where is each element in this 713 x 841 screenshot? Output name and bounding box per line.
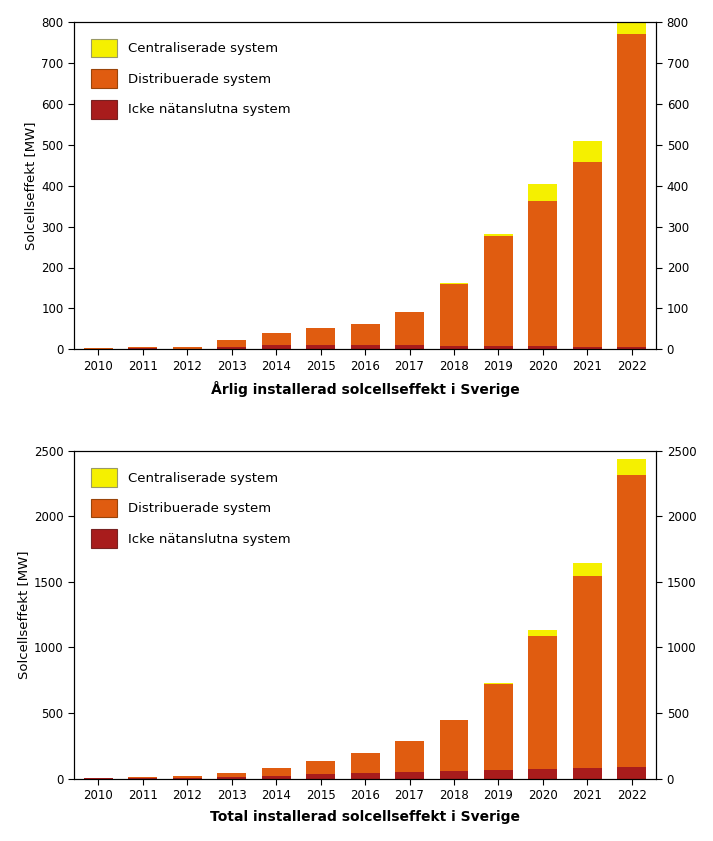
Bar <box>484 770 513 779</box>
Bar <box>484 236 513 346</box>
Bar <box>528 346 558 350</box>
Bar <box>262 333 291 346</box>
Bar <box>573 576 602 768</box>
Bar <box>484 683 513 684</box>
Bar <box>395 312 424 346</box>
Bar <box>439 720 468 770</box>
Y-axis label: Solcellseffekt [MW]: Solcellseffekt [MW] <box>16 551 30 679</box>
Bar <box>528 637 558 769</box>
Bar <box>173 347 202 349</box>
Bar <box>573 563 602 576</box>
Legend: Centraliserade system, Distribuerade system, Icke nätanslutna system: Centraliserade system, Distribuerade sys… <box>81 29 301 130</box>
Bar <box>617 767 646 779</box>
X-axis label: Total installerad solcellseffekt i Sverige: Total installerad solcellseffekt i Sveri… <box>210 811 520 824</box>
Bar <box>262 346 291 350</box>
Bar <box>617 458 646 475</box>
Bar <box>573 141 602 162</box>
Bar <box>217 340 246 347</box>
Bar <box>484 346 513 350</box>
Bar <box>128 346 158 348</box>
Bar <box>439 346 468 350</box>
Bar <box>573 346 602 350</box>
Bar <box>617 23 646 34</box>
Bar <box>351 754 379 773</box>
Bar <box>439 770 468 779</box>
Bar <box>351 773 379 779</box>
Bar <box>395 741 424 772</box>
Bar <box>306 761 335 775</box>
Bar <box>573 768 602 779</box>
Bar <box>573 162 602 346</box>
Bar <box>128 348 158 350</box>
Legend: Centraliserade system, Distribuerade system, Icke nätanslutna system: Centraliserade system, Distribuerade sys… <box>81 458 301 558</box>
Bar <box>528 201 558 346</box>
Bar <box>173 776 202 778</box>
Bar <box>617 34 646 346</box>
Bar <box>395 772 424 779</box>
Bar <box>173 778 202 779</box>
Bar <box>306 775 335 779</box>
Bar <box>351 324 379 346</box>
Bar <box>217 347 246 350</box>
Bar <box>262 775 291 779</box>
Bar <box>262 768 291 775</box>
Bar <box>351 346 379 350</box>
Bar <box>484 235 513 236</box>
Bar <box>306 346 335 350</box>
Bar <box>306 328 335 346</box>
Y-axis label: Solcellseffekt [MW]: Solcellseffekt [MW] <box>24 121 37 250</box>
Bar <box>528 630 558 637</box>
Bar <box>439 284 468 346</box>
Bar <box>217 774 246 777</box>
Bar <box>528 183 558 201</box>
Bar <box>217 777 246 779</box>
Bar <box>528 769 558 779</box>
Bar <box>617 346 646 350</box>
Bar <box>395 346 424 350</box>
Bar <box>484 684 513 770</box>
X-axis label: Årlig installerad solcellseffekt i Sverige: Årlig installerad solcellseffekt i Sveri… <box>211 381 520 397</box>
Bar <box>617 475 646 767</box>
